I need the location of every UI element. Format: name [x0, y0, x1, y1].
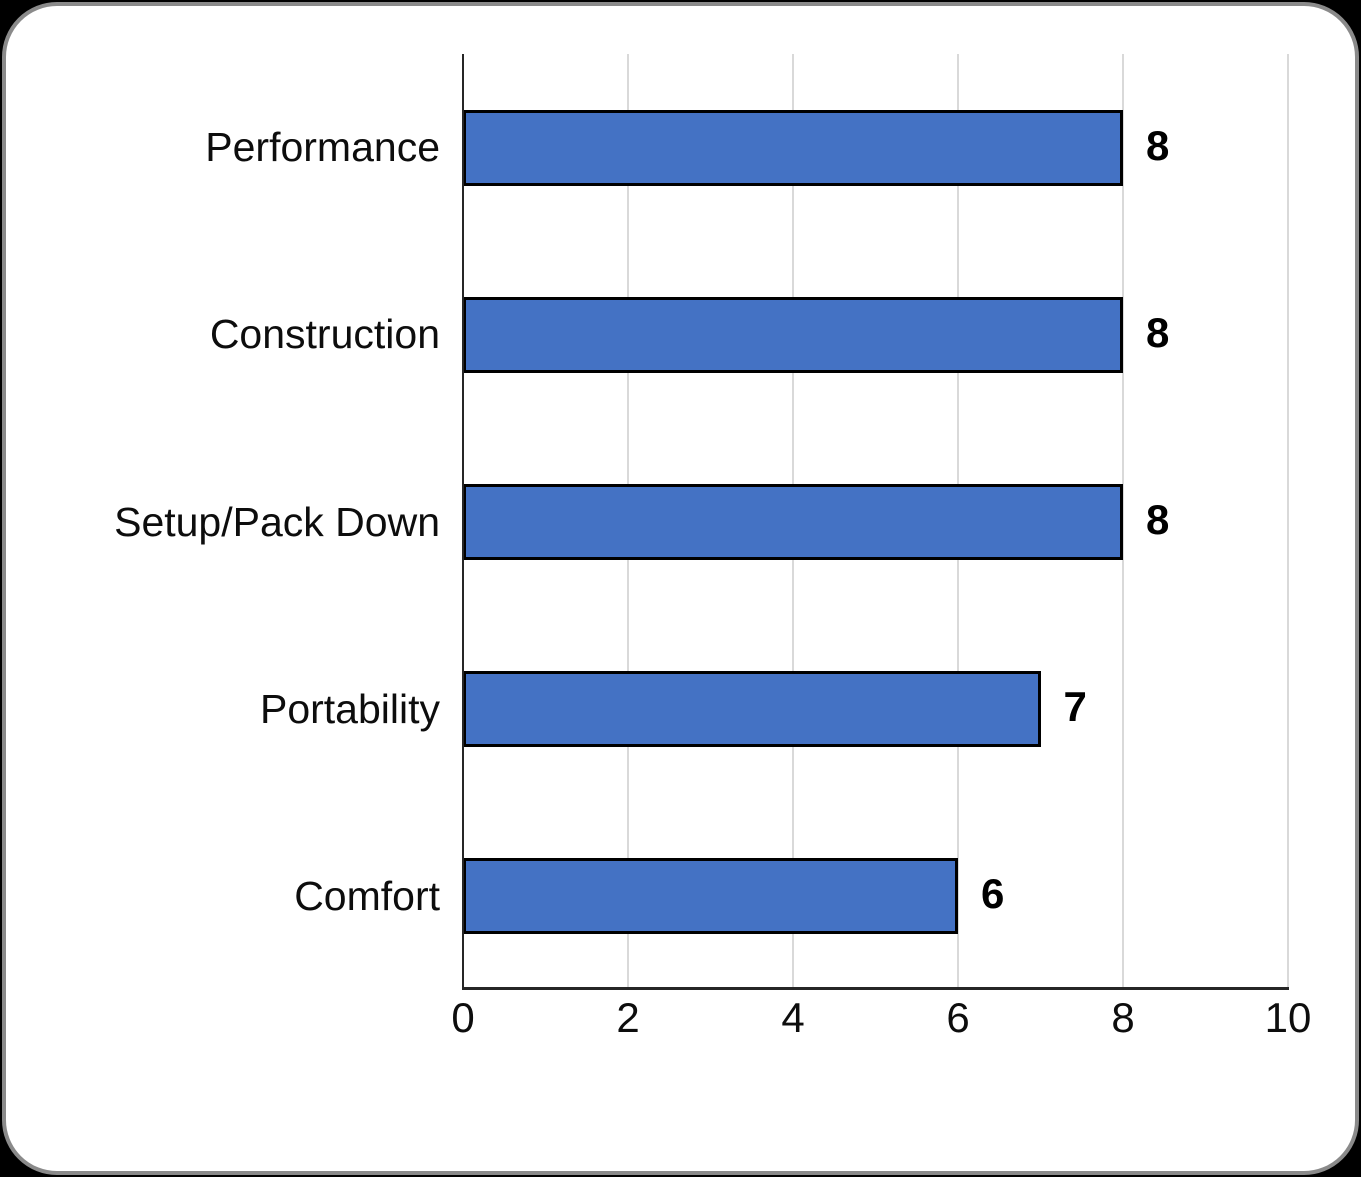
gridline-8: [1122, 54, 1124, 990]
x-tick-8: 8: [1111, 994, 1135, 1041]
data-label-performance: 8: [1146, 121, 1170, 169]
bar-row-performance: 8: [463, 54, 1288, 241]
data-label-comfort: 6: [981, 870, 1005, 918]
bar-performance: 8: [463, 109, 1169, 186]
category-label-portability: Portability: [259, 685, 440, 732]
category-label-construction: Construction: [209, 311, 440, 358]
x-tick-4: 4: [781, 994, 805, 1041]
bar-construction: 8: [463, 296, 1169, 373]
x-tick-6: 6: [946, 994, 970, 1041]
bar-row-setup-pack-down: 8: [463, 428, 1288, 615]
x-tick-10: 10: [1264, 994, 1312, 1041]
data-label-setup-pack-down: 8: [1146, 496, 1170, 544]
bar-row-portability: 7: [463, 616, 1288, 803]
x-axis-tick-labels: 0 2 4 6 8 10: [451, 994, 1311, 1044]
data-label-portability: 7: [1063, 683, 1087, 731]
x-tick-0: 0: [451, 994, 475, 1041]
gridline-10: [1287, 54, 1289, 990]
bar-setup-pack-down: 8: [463, 484, 1169, 560]
data-label-construction: 8: [1146, 308, 1170, 356]
plot-area: 8 8 8 7 6: [462, 54, 1289, 990]
bar-rows: 8 8 8 7 6: [463, 54, 1288, 990]
bar-row-construction: 8: [463, 241, 1288, 428]
y-axis-line: [462, 54, 464, 990]
x-tick-2: 2: [616, 994, 640, 1041]
x-axis-line: [462, 987, 1289, 990]
bar-row-comfort: 6: [463, 803, 1288, 990]
category-label-comfort: Comfort: [294, 872, 440, 919]
bar-portability: 7: [463, 671, 1087, 748]
category-label-performance: Performance: [205, 124, 440, 171]
category-axis-labels: Performance Construction Setup/Pack Down…: [20, 54, 440, 990]
category-label-setup-pack-down: Setup/Pack Down: [114, 498, 440, 545]
bar-comfort: 6: [463, 858, 1004, 935]
